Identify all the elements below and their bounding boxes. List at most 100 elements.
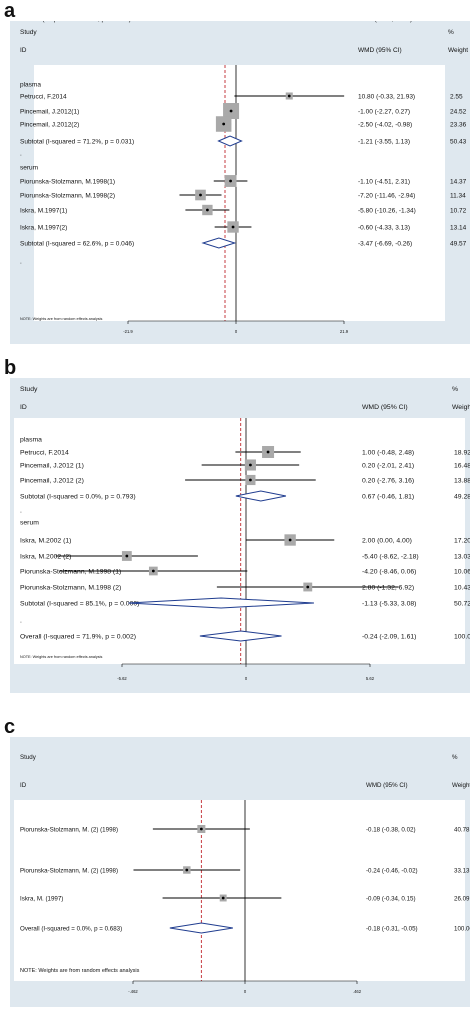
row-weight: 100.00 [454,926,470,933]
row-weight: 13.14 [450,225,467,232]
point-estimate [205,208,209,212]
row-weight: 13.03 [454,554,470,561]
header-percent: % [452,754,458,761]
point-estimate [125,554,129,558]
overall-diamond [199,630,282,642]
row-label: Iskra, M.2002 (1) [20,538,71,545]
footnote: NOTE: Weights are from random effects an… [20,317,102,321]
point-estimate [288,538,292,542]
row-weight: 49.28 [454,494,470,501]
forest-plot-svg-a: Study ID WMD (95% CI)% Weight plasma Petrucci… [20,21,470,334]
header-id: ID [20,404,27,411]
row-ci-text: -0.09 (-0.34, 0.15) [366,896,416,903]
row-ci-text: -1.00 (-2.27, 0.27) [358,109,410,116]
footnote: NOTE: Weights are from random effects an… [20,655,102,659]
header-study: Study [20,29,37,36]
row-ci-text: -0.18 (-0.31, -0.05) [366,926,418,933]
forest-plot-a: Study ID WMD (95% CI)% Weight plasma Petrucci… [10,21,470,344]
row-weight: 17.20 [454,538,470,545]
row-ci-text: -0.60 (-4.33, 3.13) [358,225,410,232]
point-estimate [229,109,233,113]
point-estimate [199,827,203,831]
row-label: Piorunska-Stolzmann, M.1998(2) [20,193,115,200]
row-ci-text: 1.00 (-0.48, 2.48) [362,450,414,457]
x-tick-label: -5.62 [117,676,127,681]
row-weight: 2.55 [450,94,463,101]
point-estimate [287,94,291,98]
header-effect: WMD (95% CI) [366,782,408,789]
row-ci-text: 2.80 (-1.32, 6.92) [362,585,414,592]
row-weight: 26.09 [454,896,470,903]
point-estimate [231,225,235,229]
header-study: Study [20,386,38,393]
row-label: serum [20,165,38,172]
point-estimate [249,463,252,467]
header-id: ID [20,47,27,54]
point-estimate [266,450,270,454]
row-label: Iskra, M.1997(2) [20,225,67,232]
plot-region [14,418,465,664]
row-ci-text: -1.10 (-4.51, 2.31) [358,179,410,186]
row-weight: 23.36 [450,122,467,129]
row-label: Iskra, M.1997(1) [20,208,67,215]
row-label: . [20,618,22,625]
row-label: Subtotal (I-squared = 71.2%, p = 0.031) [20,139,134,146]
row-weight: 33.13 [454,868,470,875]
row-label: Petrucci, F.2014 [20,94,67,101]
row-label: Piorunska-Stolzmann, M.1998 (2) [20,585,121,592]
row-ci-text: -7.20 (-11.46, -2.94) [358,193,415,200]
x-tick-label: 0 [245,676,248,681]
header-weight: Weight [448,47,468,54]
row-ci-text: -5.80 (-10.26, -1.34) [358,208,416,215]
row-label: Pincemail, J.2012 (1) [20,463,84,470]
overall-diamond [169,922,233,934]
header-study: Study [20,754,37,761]
x-tick-label: 21.9 [340,329,349,334]
header-weight: Weight [452,782,470,789]
row-ci-text: -1.21 (-3.55, 1.13) [358,139,410,146]
point-estimate [185,868,189,872]
forest-plot-svg-b: Study ID WMD (95% CI)% Weight plasma Petrucci… [14,386,470,681]
row-weight: 10.06 [454,569,470,576]
row-ci-text: 0.20 (-2.01, 2.41) [362,463,414,470]
x-tick-label: 5.62 [366,676,375,681]
row-weight: 14.37 [450,179,467,186]
row-weight: 49.57 [450,241,467,248]
header-id: ID [20,782,27,789]
point-estimate [151,569,155,573]
forest-plot-b: Study ID WMD (95% CI)% Weight plasma Petrucci… [10,378,470,693]
row-label: Subtotal (I-squared = 62.6%, p = 0.046) [20,241,134,248]
row-ci-text: 0.67 (-0.46, 1.81) [362,494,414,501]
row-ci-text: 10.80 (-0.33, 21.93) [358,94,415,101]
row-weight: 24.52 [450,109,467,116]
row-ci-text: -0.18 (-0.38, 0.02) [366,827,416,834]
point-estimate [249,478,252,482]
row-ci-text: -2.23 (-4.10, -0.36) [358,21,412,23]
row-ci-text: -3.47 (-6.69, -0.26) [358,241,412,248]
row-weight: 18.92 [454,450,470,457]
row-ci-text: -0.24 (-2.09, 1.61) [362,634,416,641]
row-label: Piorunska-Stolzmann, M. (2) (1998) [20,827,118,834]
row-label: . [20,259,22,266]
point-estimate [222,122,226,126]
row-label: serum [20,520,39,527]
row-ci-text: 0.20 (-2.76, 3.16) [362,478,414,485]
row-ci-text: -5.40 (-8.62, -2.18) [362,554,419,561]
row-label: . [20,151,22,158]
plot-region [14,800,465,981]
row-ci-text: -4.20 (-8.46, 0.06) [362,569,416,576]
panel-label-b: b [4,357,17,379]
row-weight: 50.43 [450,139,467,146]
x-tick-label: -21.9 [123,329,133,334]
row-label: Piorunska-Stolzmann, M.1998(1) [20,179,115,186]
row-label: Overall (I-squared = 71.9%, p = 0.002) [20,634,136,641]
header-weight: Weight [452,404,470,411]
header-percent: % [452,386,458,393]
row-weight: 10.72 [450,208,467,215]
subtotal-diamond [235,490,287,502]
point-estimate [306,585,310,589]
row-label: Pincemail, J.2012(2) [20,122,79,129]
row-label: Piorunska-Stolzmann, M. (2) (1998) [20,868,118,875]
row-label: Iskra, M. (1997) [20,896,63,903]
point-estimate [229,179,232,183]
